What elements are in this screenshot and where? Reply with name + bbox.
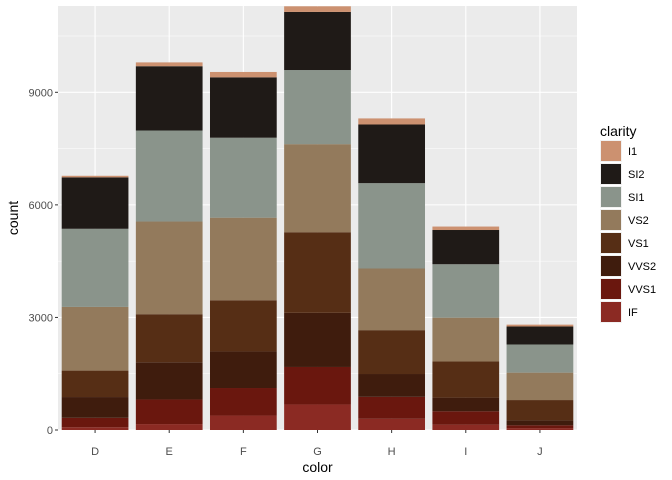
legend-label-VS1: VS1 [628, 238, 649, 250]
bar-segment-D-SI2 [61, 177, 129, 229]
bar-segment-F-SI1 [209, 137, 277, 218]
legend-swatch-SI2 [601, 164, 621, 184]
bar-segment-E-VVS1 [135, 399, 203, 425]
bar-segment-H-VS2 [358, 268, 426, 331]
x-tick-label: E [166, 446, 173, 458]
x-tick-label: H [388, 446, 396, 458]
y-tick-label: 6000 [29, 200, 53, 212]
y-axis-title: count [5, 201, 21, 235]
bar-segment-J-IF [506, 428, 574, 430]
bar-segment-G-VVS2 [284, 312, 351, 367]
bar-segment-D-VVS2 [61, 397, 129, 418]
x-tick-label: I [464, 446, 467, 458]
bar-segment-H-VVS2 [358, 374, 426, 397]
bar-segment-E-SI2 [135, 66, 203, 131]
bar-segment-I-VVS2 [432, 397, 500, 412]
bar-segment-D-VVS1 [61, 417, 129, 428]
legend-label-SI2: SI2 [628, 169, 645, 181]
bar-segment-F-I1 [209, 71, 277, 78]
bar-segment-E-IF [135, 424, 203, 430]
bar-segment-H-SI1 [358, 183, 426, 269]
legend-label-VVS1: VVS1 [628, 284, 656, 296]
y-axis: 0 3000 6000 9000 [29, 87, 58, 437]
bar-segment-G-I1 [284, 6, 351, 12]
legend-label-VVS2: VVS2 [628, 261, 656, 273]
bar-segment-G-SI1 [284, 70, 351, 145]
bar-segment-I-IF [432, 424, 500, 430]
bar-segment-H-VVS1 [358, 396, 426, 419]
bar-segment-D-SI1 [61, 228, 129, 307]
legend-title: clarity [600, 123, 637, 139]
legend-label-SI1: SI1 [628, 192, 645, 204]
bar-segment-H-I1 [358, 118, 426, 125]
legend-label-IF: IF [628, 307, 638, 319]
bar-segment-E-SI1 [135, 130, 203, 222]
legend-swatch-SI1 [601, 187, 621, 207]
bar-segment-F-VS1 [209, 300, 277, 352]
legend-swatch-VS2 [601, 210, 621, 230]
bar-segment-D-VS1 [61, 370, 129, 398]
bar-segment-F-VVS1 [209, 388, 277, 416]
bar-segment-E-I1 [135, 62, 203, 67]
legend-label-I1: I1 [628, 146, 637, 158]
y-tick-label: 3000 [29, 312, 53, 324]
bar-segment-G-IF [284, 404, 351, 430]
bar-segment-F-VVS2 [209, 351, 277, 389]
legend-swatch-I1 [601, 141, 621, 161]
legend-swatch-VVS2 [601, 256, 621, 276]
bar-segment-F-IF [209, 415, 277, 430]
y-tick-label: 9000 [29, 87, 53, 99]
bar-segment-H-IF [358, 418, 426, 430]
bar-segment-F-VS2 [209, 217, 277, 301]
bar-segment-G-SI2 [284, 11, 351, 71]
bar-segment-I-VVS1 [432, 411, 500, 425]
x-tick-label: J [537, 446, 543, 458]
bar-segment-J-I1 [506, 324, 574, 327]
bar-segment-D-IF [61, 427, 129, 430]
bar-segment-J-SI1 [506, 344, 574, 373]
x-axis-title: color [302, 459, 333, 475]
y-tick-label: 0 [47, 425, 53, 437]
bar-segment-I-SI2 [432, 230, 500, 265]
bar-segment-E-VVS2 [135, 362, 203, 400]
bar-segment-J-VS1 [506, 400, 574, 421]
bar-segment-H-VS1 [358, 330, 426, 375]
bar-segment-D-VS2 [61, 306, 129, 371]
legend-swatch-VVS1 [601, 279, 621, 299]
x-tick-label: D [91, 446, 99, 458]
bar-segment-I-VS1 [432, 361, 500, 398]
bar-segment-G-VS2 [284, 144, 351, 233]
bar-segment-J-VVS2 [506, 420, 574, 426]
bar-segment-E-VS2 [135, 221, 203, 315]
bar-segment-G-VS1 [284, 232, 351, 313]
legend-swatch-VS1 [601, 233, 621, 253]
bar-segment-J-VVS1 [506, 425, 574, 429]
bar-segment-E-VS1 [135, 314, 203, 363]
bar-segment-H-SI2 [358, 124, 426, 184]
bar-segment-I-SI1 [432, 264, 500, 318]
bar-segment-F-SI2 [209, 77, 277, 138]
legend-label-VS2: VS2 [628, 215, 649, 227]
bar-segment-D-I1 [61, 175, 129, 178]
x-tick-label: G [313, 446, 322, 458]
bar-segment-G-VVS1 [284, 366, 351, 405]
legend: clarity I1 SI2 SI1 VS2 VS1 VVS2 VVS1 IF [600, 123, 656, 323]
bar-segment-I-I1 [432, 226, 500, 231]
x-tick-label: F [240, 446, 247, 458]
x-axis: D E F G H I J [91, 430, 543, 458]
legend-swatch-IF [601, 302, 621, 322]
bar-segment-J-VS2 [506, 372, 574, 401]
bar-segment-I-VS2 [432, 317, 500, 362]
bars [61, 6, 574, 430]
bar-segment-J-SI2 [506, 326, 574, 345]
